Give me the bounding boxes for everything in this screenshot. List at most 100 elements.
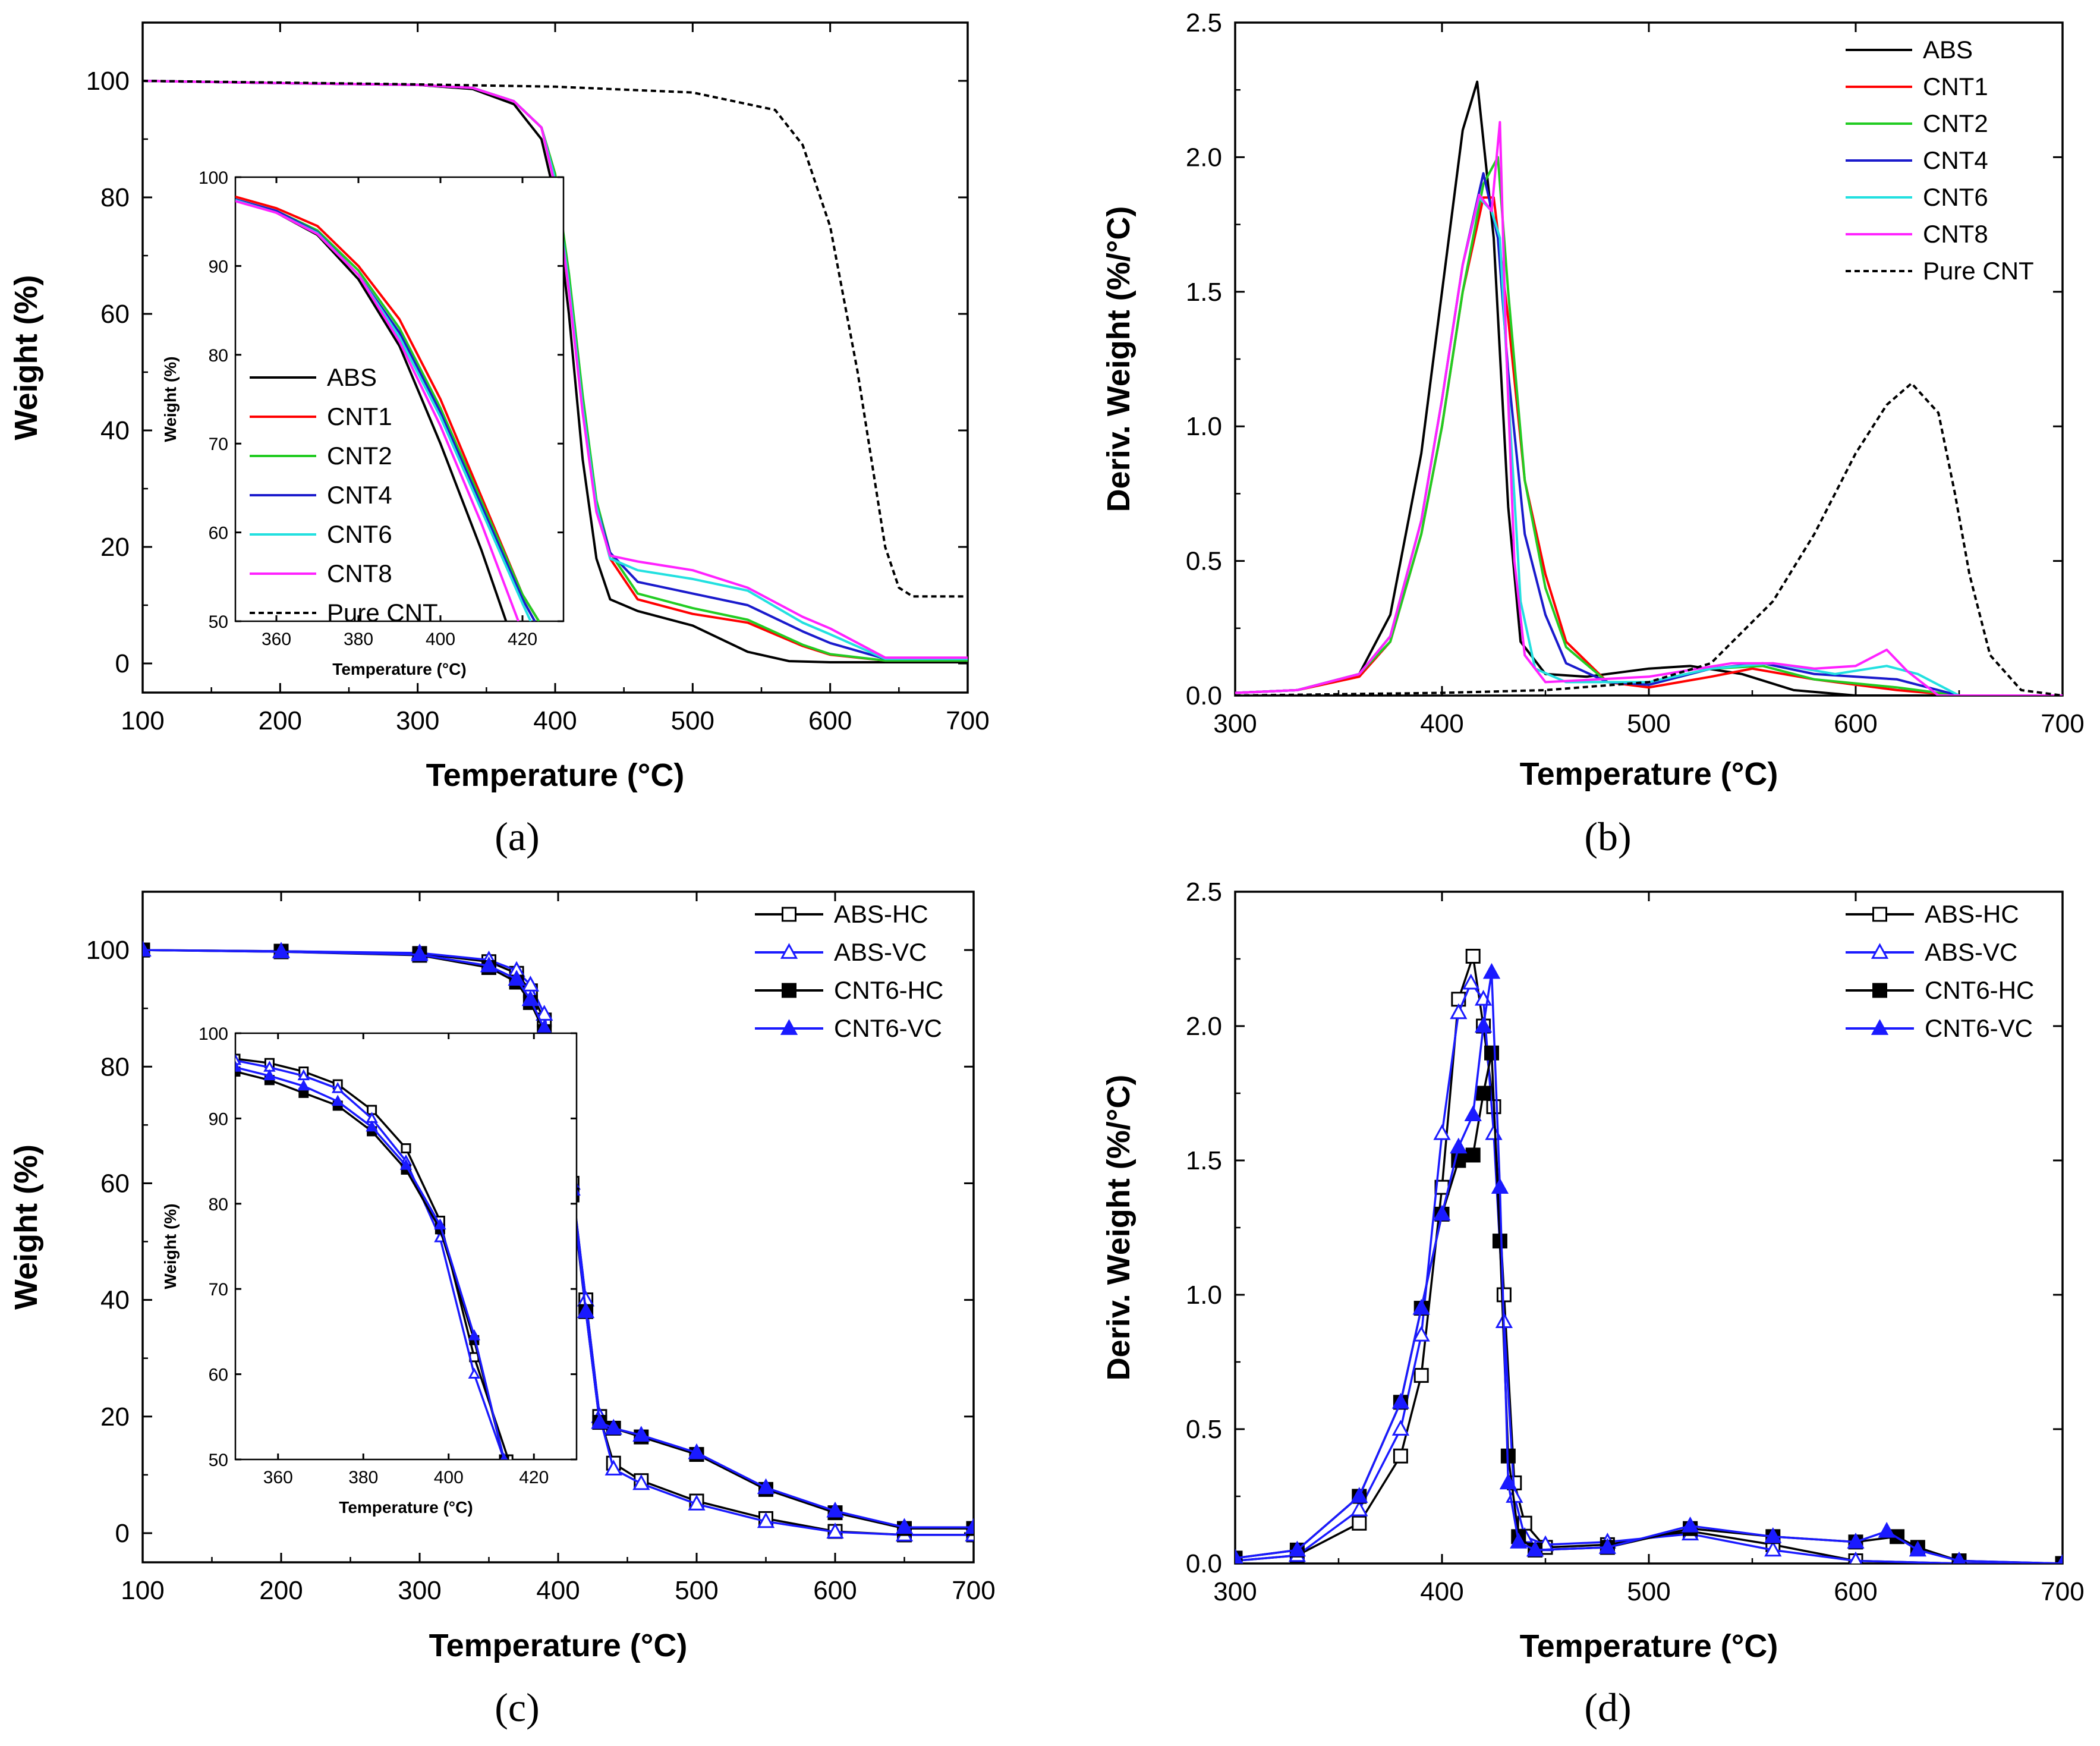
- legend-label: CNT6-HC: [1925, 976, 2034, 1004]
- legend-item: CNT8: [1846, 220, 1988, 248]
- data-point: [965, 1518, 974, 1534]
- legend-item: ABS-HC: [755, 900, 928, 928]
- data-point: [688, 1495, 706, 1511]
- legend-label: ABS-HC: [1925, 900, 2019, 928]
- y-tick-label: 0: [115, 1519, 130, 1548]
- y-tick-label: 90: [209, 257, 228, 276]
- data-point: [411, 945, 429, 961]
- legend-item: ABS: [250, 363, 377, 391]
- data-point: [508, 970, 525, 986]
- x-tick-label: 100: [121, 1576, 164, 1605]
- x-tick-label: 700: [2041, 709, 2084, 738]
- data-point: [1433, 1204, 1451, 1221]
- x-tick-label: 300: [1213, 709, 1257, 738]
- legend-item: ABS-VC: [1846, 938, 2017, 966]
- inset-c: 360 380 400 420 50 60 70 80 90 100 Temperature (°C…: [161, 1024, 578, 1517]
- series-line-cnt6-vc: [1235, 971, 2063, 1563]
- series-line-cnt2: [1235, 156, 2063, 696]
- data-point: [1952, 1551, 1966, 1563]
- data-point: [1484, 1045, 1500, 1061]
- x-tick-label: 400: [426, 630, 455, 649]
- y-tick-label: 0: [115, 649, 130, 678]
- data-point: [1764, 1540, 1782, 1557]
- series-line-cnt8: [143, 80, 968, 659]
- data-point: [1465, 948, 1481, 964]
- x-tick-label: 600: [1834, 709, 1877, 738]
- y-tick-label: 40: [100, 1286, 130, 1315]
- y-tick-label: 50: [209, 1451, 228, 1470]
- legend-item: CNT6: [250, 520, 392, 548]
- y-tick-label: 2.5: [1186, 8, 1222, 37]
- panel-label: (c): [495, 1685, 539, 1730]
- x-tick-label: 600: [1834, 1577, 1877, 1606]
- x-tick-label: 500: [671, 706, 714, 735]
- data-point: [895, 1518, 914, 1534]
- y-tick-label: 70: [209, 1280, 228, 1300]
- legend-item: Pure CNT: [250, 599, 438, 627]
- y-tick-label: 100: [86, 936, 130, 965]
- x-tick-label: 420: [519, 1468, 549, 1487]
- legend-item: CNT8: [250, 559, 392, 587]
- series-markers-abs-vc: [1235, 973, 2063, 1563]
- legend-label: CNT6-VC: [834, 1014, 942, 1042]
- y-axis-title: Deriv. Weight (%/°C): [1101, 206, 1136, 512]
- y-tick-label: 80: [209, 1195, 228, 1215]
- data-point: [1482, 962, 1501, 979]
- data-point: [826, 1522, 844, 1539]
- data-point: [1510, 1533, 1528, 1549]
- y-tick-label: 0.5: [1186, 1415, 1222, 1444]
- y-tick-label: 60: [209, 1366, 228, 1385]
- legend-label: Pure CNT: [1923, 257, 2034, 285]
- data-point: [605, 1418, 622, 1435]
- x-tick-label: 400: [533, 706, 577, 735]
- x-tick-label: 300: [1213, 1577, 1257, 1606]
- x-tick-label: 420: [508, 630, 537, 649]
- data-point: [297, 1069, 310, 1081]
- data-point: [1909, 1540, 1927, 1557]
- data-point: [500, 1452, 508, 1459]
- legend-label: CNT8: [1923, 220, 1988, 248]
- data-point: [2057, 1554, 2063, 1563]
- x-tick-label: 100: [121, 706, 164, 735]
- data-point: [1465, 1147, 1481, 1163]
- data-point: [235, 1061, 242, 1072]
- legend-marker: [782, 907, 796, 922]
- legend-label: CNT8: [327, 559, 392, 587]
- y-tick-label: 0.0: [1186, 1549, 1222, 1578]
- y-tick-label: 100: [199, 168, 228, 188]
- data-point: [1878, 1521, 1896, 1538]
- legend-item: Pure CNT: [1846, 257, 2034, 285]
- data-point: [521, 990, 540, 1006]
- y-axis-title: Weight (%): [8, 275, 44, 441]
- series-line-abs-hc: [1235, 955, 2063, 1563]
- y-tick-label: 20: [100, 1402, 130, 1432]
- y-tick-label: 0.5: [1186, 547, 1222, 576]
- y-tick-label: 20: [100, 533, 130, 562]
- legend-item: ABS-HC: [1846, 900, 2019, 928]
- x-tick-label: 600: [808, 706, 852, 735]
- legend-item: ABS-VC: [755, 938, 927, 966]
- y-tick-label: 100: [86, 67, 130, 96]
- series-line-abs: [1235, 80, 2063, 696]
- data-point: [1681, 1516, 1699, 1533]
- data-point: [468, 1329, 481, 1341]
- y-tick-label: 2.0: [1186, 1012, 1222, 1041]
- y-tick-label: 40: [100, 416, 130, 445]
- y-tick-label: 90: [209, 1109, 228, 1129]
- x-tick-label: 360: [263, 1468, 293, 1487]
- x-tick-label: 360: [262, 630, 291, 649]
- data-point: [632, 1426, 650, 1442]
- legend-label: CNT1: [327, 402, 392, 430]
- x-axis-title: Temperature (°C): [426, 757, 685, 793]
- data-point: [1474, 1017, 1493, 1033]
- y-tick-label: 1.5: [1186, 278, 1222, 307]
- legend-marker: [1871, 943, 1889, 959]
- series-line-cnt6-hc: [1235, 1052, 2063, 1563]
- y-axis-title: Weight (%): [8, 1144, 44, 1310]
- data-point: [632, 1474, 650, 1490]
- series-line-cnt8: [1235, 121, 2063, 696]
- y-axis-title: Deriv. Weight (%/°C): [1101, 1075, 1136, 1381]
- inset-a: 360 380 400 420 50 60 70 80 90 100 Temperature (°C…: [161, 168, 565, 678]
- legend-item: ABS: [1846, 36, 1973, 64]
